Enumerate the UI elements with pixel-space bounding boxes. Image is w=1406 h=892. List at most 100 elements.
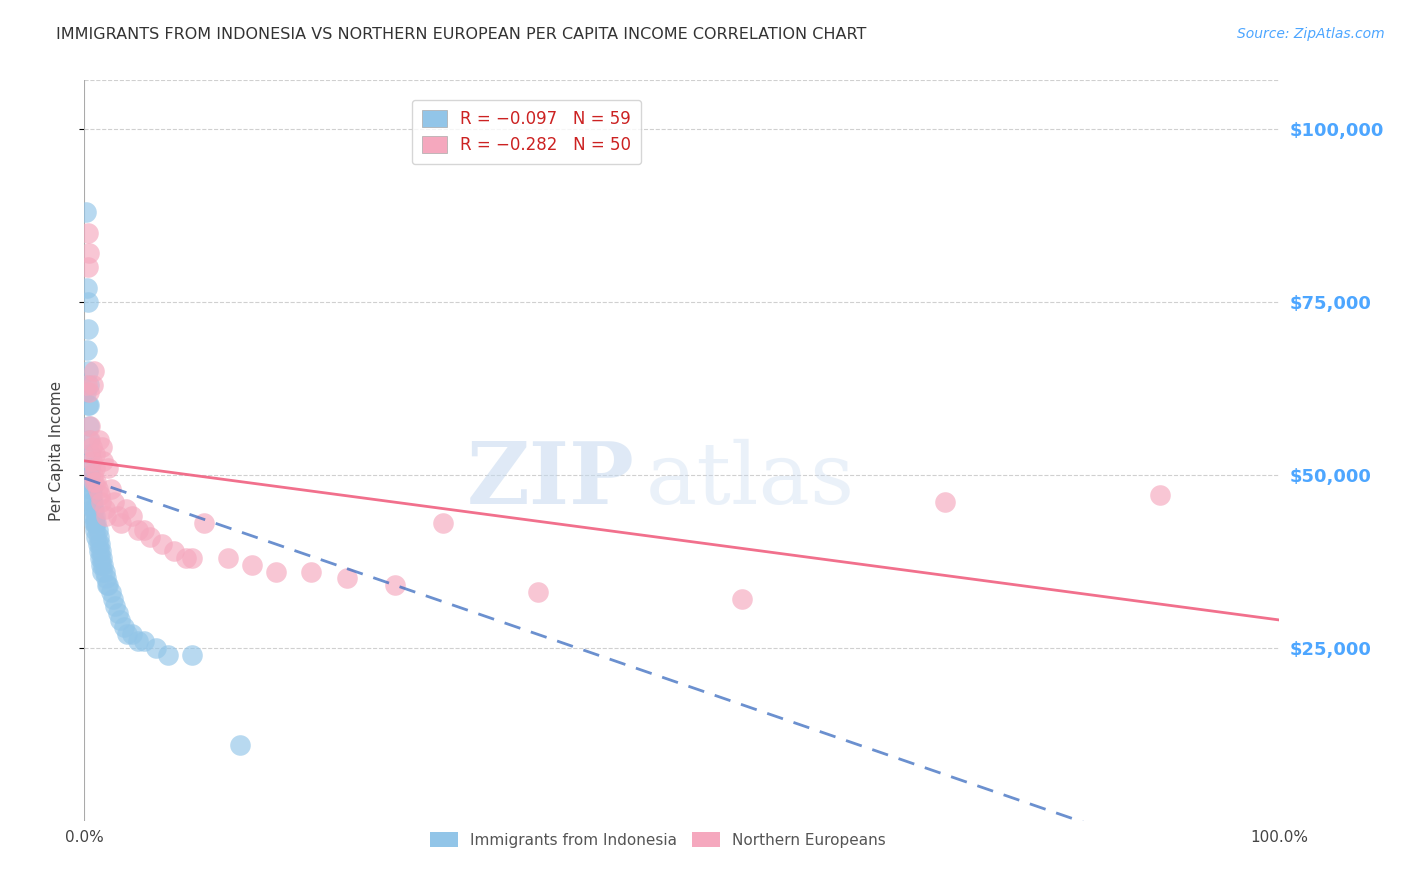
Point — [89, 550, 111, 565]
Point — [101, 592, 124, 607]
Point — [384, 578, 406, 592]
Text: Source: ZipAtlas.com: Source: ZipAtlas.com — [1237, 27, 1385, 41]
Point — [264, 565, 287, 579]
Point — [86, 482, 108, 496]
Point — [229, 738, 252, 752]
Point — [731, 592, 754, 607]
Point — [84, 516, 107, 530]
Point — [80, 495, 103, 509]
Point — [84, 460, 107, 475]
Point — [121, 627, 143, 641]
Point — [163, 543, 186, 558]
Text: IMMIGRANTS FROM INDONESIA VS NORTHERN EUROPEAN PER CAPITA INCOME CORRELATION CHA: IMMIGRANTS FROM INDONESIA VS NORTHERN EU… — [56, 27, 866, 42]
Point — [93, 454, 115, 468]
Point — [77, 226, 100, 240]
Point — [87, 530, 110, 544]
Point — [127, 523, 149, 537]
Point — [80, 454, 103, 468]
Point — [77, 246, 100, 260]
Point — [86, 530, 108, 544]
Point — [934, 495, 956, 509]
Point — [82, 495, 104, 509]
Point — [115, 502, 138, 516]
Point — [87, 543, 110, 558]
Point — [432, 516, 454, 530]
Point — [83, 364, 105, 378]
Point — [77, 364, 100, 378]
Point — [91, 565, 114, 579]
Point — [93, 565, 115, 579]
Point — [76, 343, 98, 358]
Point — [82, 502, 104, 516]
Point — [91, 440, 114, 454]
Point — [79, 447, 101, 461]
Point — [150, 537, 173, 551]
Point — [77, 294, 100, 309]
Point — [80, 440, 103, 454]
Point — [77, 377, 100, 392]
Point — [157, 648, 180, 662]
Point — [100, 585, 122, 599]
Point — [89, 488, 111, 502]
Point — [80, 482, 103, 496]
Point — [100, 482, 122, 496]
Point — [90, 495, 112, 509]
Point — [301, 565, 323, 579]
Point — [193, 516, 215, 530]
Point — [139, 530, 162, 544]
Point — [97, 460, 120, 475]
Point — [76, 377, 98, 392]
Point — [527, 585, 550, 599]
Point — [94, 509, 117, 524]
Point — [107, 606, 129, 620]
Point — [174, 550, 197, 565]
Point — [121, 509, 143, 524]
Point — [79, 460, 101, 475]
Point — [93, 558, 115, 572]
Point — [77, 260, 100, 274]
Point — [103, 495, 125, 509]
Point — [79, 467, 101, 482]
Point — [217, 550, 239, 565]
Point — [91, 550, 114, 565]
Point — [145, 640, 167, 655]
Point — [93, 502, 115, 516]
Point — [77, 419, 100, 434]
Point — [90, 558, 112, 572]
Point — [79, 419, 101, 434]
Point — [90, 543, 112, 558]
Point — [77, 399, 100, 413]
Point — [86, 475, 108, 489]
Point — [87, 433, 110, 447]
Point — [94, 572, 117, 586]
Point — [84, 509, 107, 524]
Point — [80, 488, 103, 502]
Point — [112, 620, 135, 634]
Point — [82, 509, 104, 524]
Point — [1149, 488, 1171, 502]
Point — [82, 467, 104, 482]
Text: atlas: atlas — [647, 439, 855, 522]
Point — [77, 322, 100, 336]
Point — [75, 384, 97, 399]
Point — [89, 537, 111, 551]
Point — [110, 516, 132, 530]
Point — [240, 558, 263, 572]
Point — [83, 502, 105, 516]
Point — [110, 613, 132, 627]
Point — [84, 447, 107, 461]
Point — [86, 523, 108, 537]
Point — [77, 384, 100, 399]
Point — [132, 523, 156, 537]
Point — [181, 648, 204, 662]
Point — [97, 578, 120, 592]
Point — [77, 433, 100, 447]
Legend: Immigrants from Indonesia, Northern Europeans: Immigrants from Indonesia, Northern Euro… — [425, 825, 891, 854]
Y-axis label: Per Capita Income: Per Capita Income — [49, 380, 63, 521]
Point — [86, 516, 108, 530]
Point — [181, 550, 204, 565]
Point — [82, 377, 104, 392]
Point — [107, 509, 129, 524]
Point — [76, 281, 98, 295]
Point — [86, 537, 108, 551]
